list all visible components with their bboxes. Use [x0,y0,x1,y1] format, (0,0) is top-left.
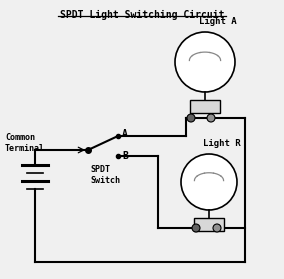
Text: B: B [122,151,128,161]
Circle shape [175,32,235,92]
Text: A: A [122,129,128,139]
Text: Common
Terminal: Common Terminal [5,133,45,153]
Bar [194,218,224,231]
Text: Light R: Light R [203,139,241,148]
Text: SPDT Light Switching Circuit: SPDT Light Switching Circuit [60,10,224,20]
Circle shape [192,224,200,232]
Text: SPDT
Switch: SPDT Switch [90,165,120,185]
Circle shape [207,114,215,122]
Text: Light A: Light A [199,17,237,26]
Circle shape [187,114,195,122]
Circle shape [181,154,237,210]
Bar [190,100,220,113]
Circle shape [213,224,221,232]
